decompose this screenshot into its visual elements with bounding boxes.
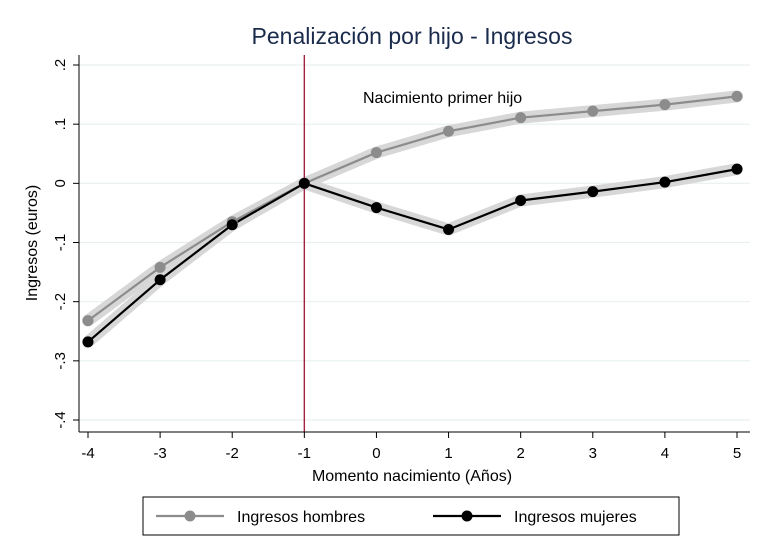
y-tick-label-4: -.2 (52, 293, 69, 311)
grid-lines (79, 64, 750, 421)
data-point-s1-6 (515, 194, 527, 206)
chart-title: Penalización por hijo - Ingresos (252, 23, 573, 49)
legend-marker-hombres (184, 510, 196, 522)
y-axis-ticks: .2 .1 0 -.1 -.2 -.3 -.4 (52, 59, 79, 429)
y-tick-label-6: -.4 (52, 411, 69, 429)
data-point-s0-5 (443, 125, 455, 137)
x-tick-label-4: 0 (372, 445, 380, 462)
data-point-s0-9 (731, 90, 743, 102)
x-axis-label: Momento nacimiento (Años) (312, 468, 512, 485)
y-tick-label-3: -.1 (52, 234, 69, 252)
data-point-s0-0 (82, 315, 94, 327)
legend-marker-mujeres (461, 510, 473, 522)
x-tick-label-1: -3 (153, 445, 166, 462)
x-tick-label-5: 1 (444, 445, 452, 462)
data-point-s1-7 (587, 186, 599, 198)
data-point-s1-5 (443, 223, 455, 235)
y-tick-label-2: 0 (52, 179, 69, 187)
data-point-s1-3 (298, 177, 310, 189)
ci-band-0 (82, 90, 743, 327)
data-point-s0-6 (515, 112, 527, 124)
series-line-1 (87, 168, 738, 343)
data-point-s0-1 (154, 261, 166, 273)
legend-label-mujeres: Ingresos mujeres (514, 509, 637, 526)
data-point-s0-4 (370, 147, 382, 159)
y-tick-label-0: .2 (52, 59, 69, 72)
legend-label-hombres: Ingresos hombres (237, 509, 365, 526)
legend-box (142, 496, 680, 536)
birth-annotation: Nacimiento primer hijo (363, 90, 522, 107)
series-line-0 (87, 95, 738, 322)
series-lines (87, 95, 738, 343)
x-tick-label-7: 3 (589, 445, 597, 462)
data-point-s1-9 (731, 163, 743, 175)
data-point-s1-1 (154, 274, 166, 286)
y-axis-label: Ingresos (euros) (24, 185, 41, 302)
ci-band-1 (82, 163, 743, 348)
data-point-s1-4 (370, 202, 382, 214)
y-tick-label-5: -.3 (52, 352, 69, 370)
data-point-s0-7 (587, 105, 599, 117)
x-tick-label-2: -2 (226, 445, 239, 462)
legend: Ingresos hombres Ingresos mujeres (142, 496, 680, 536)
y-tick-label-1: .1 (52, 118, 69, 131)
data-point-s0-8 (659, 99, 671, 111)
x-tick-label-6: 2 (516, 445, 524, 462)
data-point-s1-2 (226, 219, 238, 231)
data-point-s1-0 (82, 336, 94, 348)
data-point-s1-8 (659, 176, 671, 188)
x-tick-label-0: -4 (81, 445, 94, 462)
x-tick-label-8: 4 (661, 445, 669, 462)
x-tick-label-9: 5 (733, 445, 741, 462)
x-axis-ticks: -4 -3 -2 -1 0 1 2 3 4 5 (81, 432, 741, 462)
x-tick-label-3: -1 (298, 445, 311, 462)
series-points (82, 90, 743, 348)
